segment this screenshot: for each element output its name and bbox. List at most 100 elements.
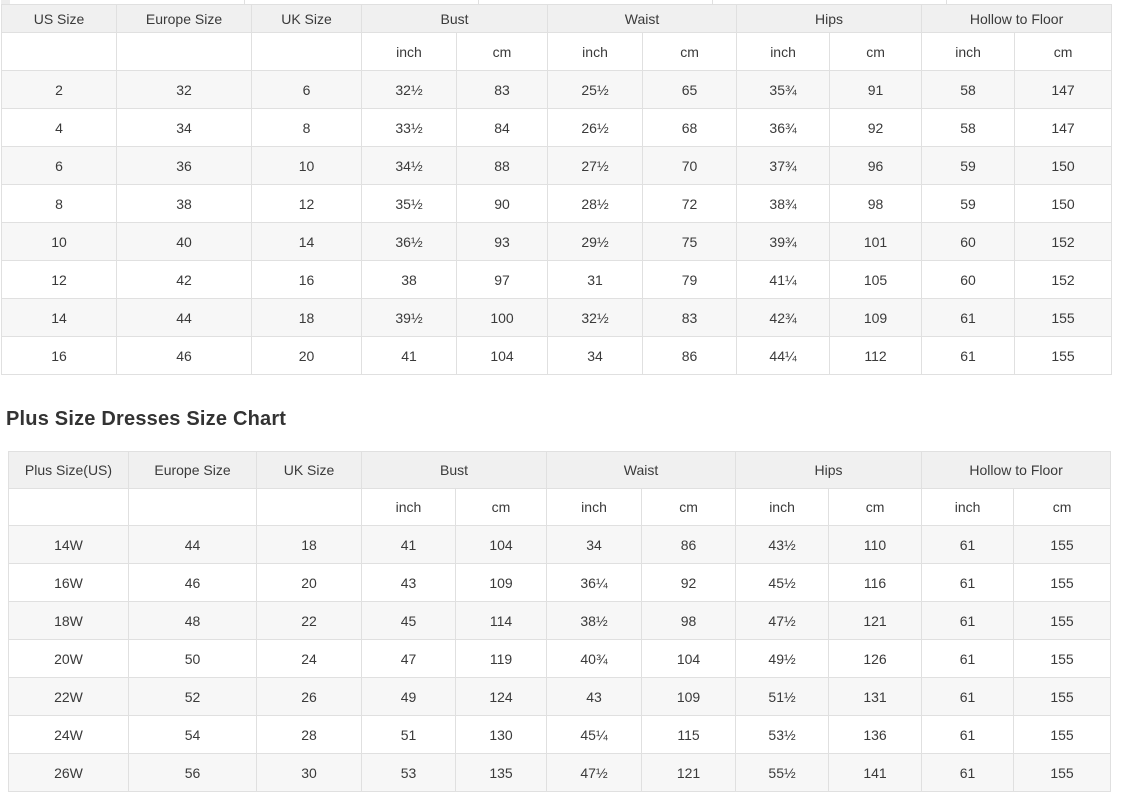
- table-cell: 97: [455, 260, 549, 299]
- table-cell: 12: [1, 260, 117, 299]
- table-cell: 26½: [547, 108, 644, 147]
- units-row: inch cm inch cm inch cm inch cm: [8, 488, 1112, 526]
- table-cell: 12: [251, 184, 362, 223]
- table-cell: 45¼: [546, 715, 643, 754]
- table-cell: 83: [642, 298, 738, 337]
- table-cell: 61: [921, 677, 1015, 716]
- table-cell: 46: [116, 336, 252, 375]
- table-row: 16W 46 20 43 109 36¼ 92 45½ 116 61 155: [8, 563, 1112, 602]
- table-row: 12 42 16 38 97 31 79 41¼ 105 60 152: [1, 260, 1113, 299]
- table-cell: 35½: [361, 184, 457, 223]
- table-cell: 109: [829, 298, 923, 337]
- table-row: 20W 50 24 47 119 40¾ 104 49½ 126 61 155: [8, 639, 1112, 678]
- table-cell: 109: [454, 563, 548, 602]
- table-cell: 115: [641, 715, 737, 754]
- table-cell: 49: [361, 677, 456, 716]
- table-cell: 110: [828, 525, 923, 564]
- table-cell: 105: [829, 260, 923, 299]
- table-cell: 155: [1013, 639, 1112, 678]
- table-cell: 130: [454, 715, 548, 754]
- table-cell: 152: [1014, 222, 1113, 261]
- empty-cell: [251, 32, 362, 71]
- table-divider: [946, 0, 947, 4]
- header-waist: Waist: [546, 451, 737, 489]
- plus-size-chart-table: Plus Size(US) Europe Size UK Size Bust W…: [8, 451, 1112, 792]
- header-row: Plus Size(US) Europe Size UK Size Bust W…: [8, 451, 1112, 489]
- table-cell: 18: [256, 525, 362, 564]
- table-cell: 41¼: [736, 260, 831, 299]
- table-cell: 116: [828, 563, 923, 602]
- table-cell: 32½: [547, 298, 644, 337]
- table-cell: 152: [1014, 260, 1113, 299]
- unit-inch: inch: [361, 32, 457, 71]
- table-cell: 34: [547, 336, 644, 375]
- table-cell: 109: [641, 677, 737, 716]
- table-cell: 131: [828, 677, 923, 716]
- table-cell: 126: [828, 639, 923, 678]
- table-cell: 100: [455, 298, 549, 337]
- table-row: 18W 48 22 45 114 38½ 98 47½ 121 61 155: [8, 601, 1112, 640]
- table-cell: 16W: [8, 563, 129, 602]
- table-cell: 47½: [735, 601, 830, 640]
- table-cell: 35¾: [736, 70, 831, 109]
- table-cell: 26W: [8, 753, 129, 792]
- header-row: US Size Europe Size UK Size Bust Waist H…: [1, 4, 1113, 33]
- unit-cm: cm: [455, 32, 549, 71]
- table-cell: 39¾: [736, 222, 831, 261]
- table-cell: 112: [829, 336, 923, 375]
- table-cell: 104: [641, 639, 737, 678]
- table-cell: 40: [116, 222, 252, 261]
- table-cell: 51½: [735, 677, 830, 716]
- table-cell: 155: [1014, 298, 1113, 337]
- plus-size-chart-title: Plus Size Dresses Size Chart: [6, 408, 287, 430]
- table-cell: 59: [921, 146, 1016, 185]
- table-cell: 24W: [8, 715, 129, 754]
- table-row: 2 32 6 32½ 83 25½ 65 35¾ 91 58 147: [1, 70, 1113, 109]
- header-uk-size: UK Size: [256, 451, 362, 489]
- unit-inch: inch: [921, 32, 1016, 71]
- table-cell: 104: [454, 525, 548, 564]
- table-cell: 84: [455, 108, 549, 147]
- table-cell: 20: [256, 563, 362, 602]
- table-cell: 155: [1013, 563, 1112, 602]
- table-cell: 42¾: [736, 298, 831, 337]
- table-cell: 92: [829, 108, 923, 147]
- table-cell: 33½: [361, 108, 457, 147]
- units-row: inch cm inch cm inch cm inch cm: [1, 32, 1113, 71]
- table-cell: 29½: [547, 222, 644, 261]
- table-cell: 65: [642, 70, 738, 109]
- table-cell: 31: [547, 260, 644, 299]
- empty-cell: [256, 488, 362, 526]
- table-divider: [244, 0, 245, 4]
- table-cell: 61: [921, 525, 1015, 564]
- table-cell: 58: [921, 70, 1016, 109]
- table-row: 26W 56 30 53 135 47½ 121 55½ 141 61 155: [8, 753, 1112, 792]
- table-cell: 34: [546, 525, 643, 564]
- unit-cm: cm: [642, 32, 738, 71]
- table-cell: 10: [1, 222, 117, 261]
- table-cell: 60: [921, 222, 1016, 261]
- table-cell: 30: [256, 753, 362, 792]
- empty-cell: [8, 488, 129, 526]
- table-cell: 90: [455, 184, 549, 223]
- table-cell: 49½: [735, 639, 830, 678]
- table-cell: 42: [116, 260, 252, 299]
- table-cell: 61: [921, 563, 1015, 602]
- table-row: 6 36 10 34½ 88 27½ 70 37¾ 96 59 150: [1, 146, 1113, 185]
- table-cell: 16: [1, 336, 117, 375]
- table-divider: [478, 0, 479, 4]
- table-cell: 8: [1, 184, 117, 223]
- empty-cell: [128, 488, 257, 526]
- table-cell: 38: [361, 260, 457, 299]
- table-cell: 34: [116, 108, 252, 147]
- table-cell: 16: [251, 260, 362, 299]
- unit-inch: inch: [547, 32, 644, 71]
- table-cell: 20W: [8, 639, 129, 678]
- table-cell: 124: [454, 677, 548, 716]
- table-cell: 40¾: [546, 639, 643, 678]
- table-row: 10 40 14 36½ 93 29½ 75 39¾ 101 60 152: [1, 222, 1113, 261]
- table-cell: 45½: [735, 563, 830, 602]
- header-bust: Bust: [360, 4, 549, 33]
- table-cell: 14: [251, 222, 362, 261]
- table-cell: 52: [128, 677, 257, 716]
